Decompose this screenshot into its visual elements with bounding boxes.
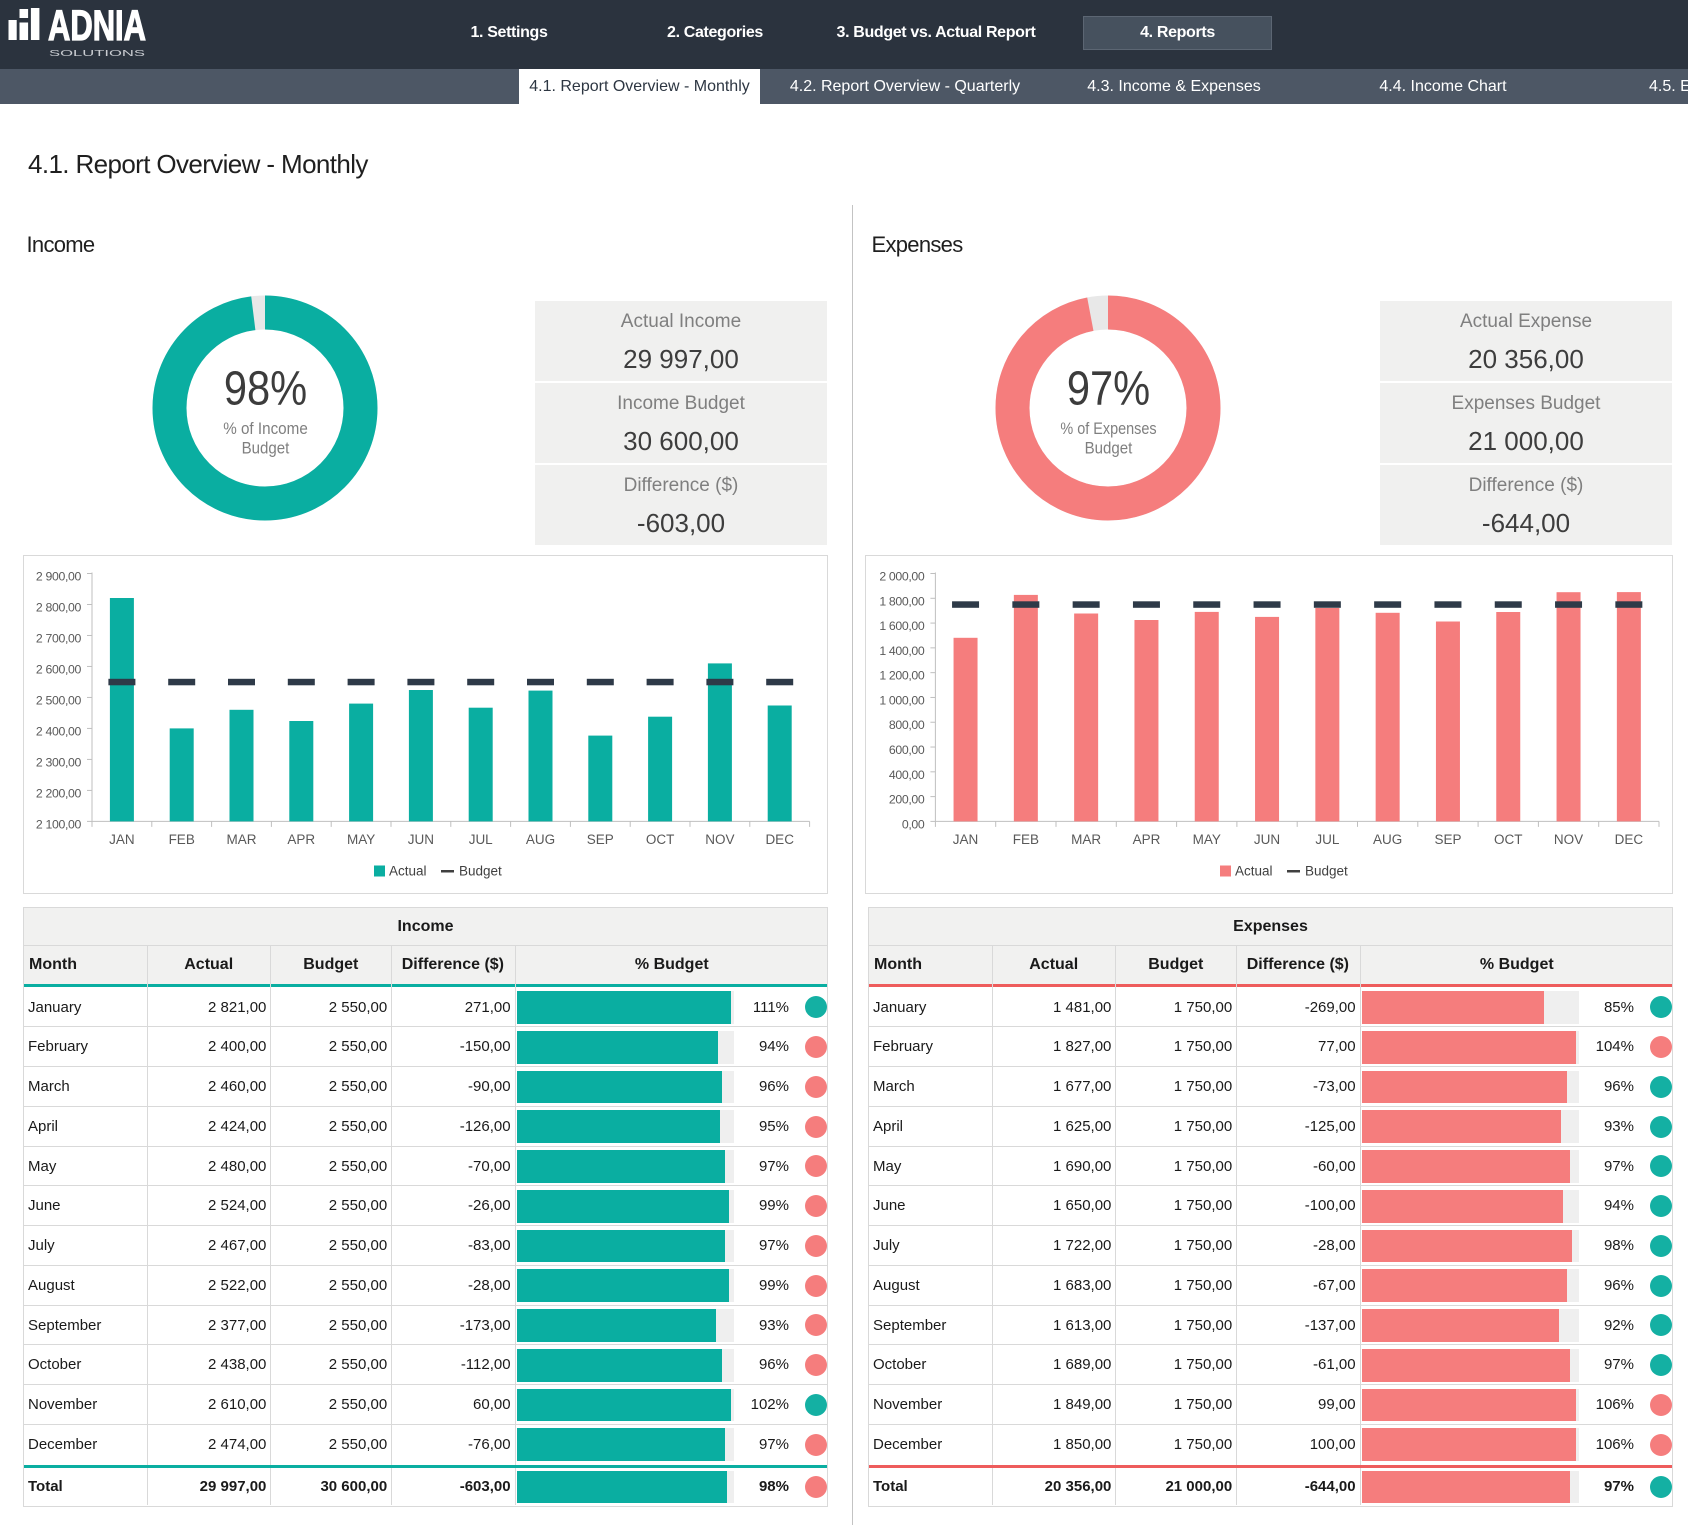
svg-text:JAN: JAN	[953, 832, 979, 847]
svg-text:400,00: 400,00	[889, 768, 925, 782]
svg-text:0,00: 0,00	[902, 817, 925, 831]
svg-text:JUN: JUN	[408, 832, 434, 847]
svg-text:SEP: SEP	[587, 832, 614, 847]
svg-text:APR: APR	[287, 832, 315, 847]
svg-text:2 400,00: 2 400,00	[36, 724, 82, 738]
svg-text:OCT: OCT	[646, 832, 675, 847]
svg-text:MAY: MAY	[1193, 832, 1221, 847]
svg-text:AUG: AUG	[1373, 832, 1402, 847]
svg-text:JUN: JUN	[1254, 832, 1280, 847]
svg-text:DEC: DEC	[765, 832, 794, 847]
svg-text:AUG: AUG	[526, 832, 555, 847]
svg-text:2 600,00: 2 600,00	[36, 662, 82, 676]
svg-text:Budget: Budget	[1305, 864, 1348, 879]
svg-text:Budget: Budget	[459, 864, 502, 879]
svg-text:98%: 98%	[224, 363, 307, 416]
svg-text:FEB: FEB	[169, 832, 195, 847]
svg-text:1 400,00: 1 400,00	[879, 644, 925, 658]
svg-text:2 500,00: 2 500,00	[36, 693, 82, 707]
svg-text:APR: APR	[1133, 832, 1161, 847]
svg-text:Actual: Actual	[1235, 864, 1273, 879]
svg-text:% of Income: % of Income	[223, 419, 308, 438]
svg-text:JAN: JAN	[109, 832, 135, 847]
svg-text:ADNIA: ADNIA	[48, 2, 146, 50]
svg-text:SEP: SEP	[1434, 832, 1461, 847]
svg-text:2 800,00: 2 800,00	[36, 600, 82, 614]
svg-text:200,00: 200,00	[889, 793, 925, 807]
svg-text:97%: 97%	[1067, 363, 1150, 416]
svg-text:2 000,00: 2 000,00	[879, 570, 925, 584]
svg-text:JUL: JUL	[469, 832, 493, 847]
svg-text:Budget: Budget	[1085, 439, 1133, 458]
svg-text:800,00: 800,00	[889, 718, 925, 732]
svg-text:FEB: FEB	[1013, 832, 1039, 847]
svg-text:Actual: Actual	[389, 864, 427, 879]
svg-text:OCT: OCT	[1494, 832, 1523, 847]
svg-text:MAR: MAR	[1071, 832, 1101, 847]
svg-text:2 200,00: 2 200,00	[36, 786, 82, 800]
svg-text:Budget: Budget	[242, 439, 290, 458]
svg-text:2 900,00: 2 900,00	[36, 570, 82, 584]
svg-text:SOLUTIONS: SOLUTIONS	[49, 48, 146, 58]
svg-text:JUL: JUL	[1315, 832, 1339, 847]
svg-text:2 100,00: 2 100,00	[36, 817, 82, 831]
svg-text:1 200,00: 1 200,00	[879, 669, 925, 683]
svg-text:1 000,00: 1 000,00	[879, 693, 925, 707]
svg-text:2 300,00: 2 300,00	[36, 755, 82, 769]
svg-text:NOV: NOV	[705, 832, 734, 847]
svg-text:MAR: MAR	[227, 832, 257, 847]
svg-text:1 600,00: 1 600,00	[879, 619, 925, 633]
svg-text:MAY: MAY	[347, 832, 375, 847]
svg-text:% of Expenses: % of Expenses	[1060, 419, 1156, 438]
svg-text:DEC: DEC	[1615, 832, 1644, 847]
svg-text:600,00: 600,00	[889, 743, 925, 757]
svg-text:2 700,00: 2 700,00	[36, 631, 82, 645]
svg-text:1 800,00: 1 800,00	[879, 594, 925, 608]
svg-text:NOV: NOV	[1554, 832, 1583, 847]
